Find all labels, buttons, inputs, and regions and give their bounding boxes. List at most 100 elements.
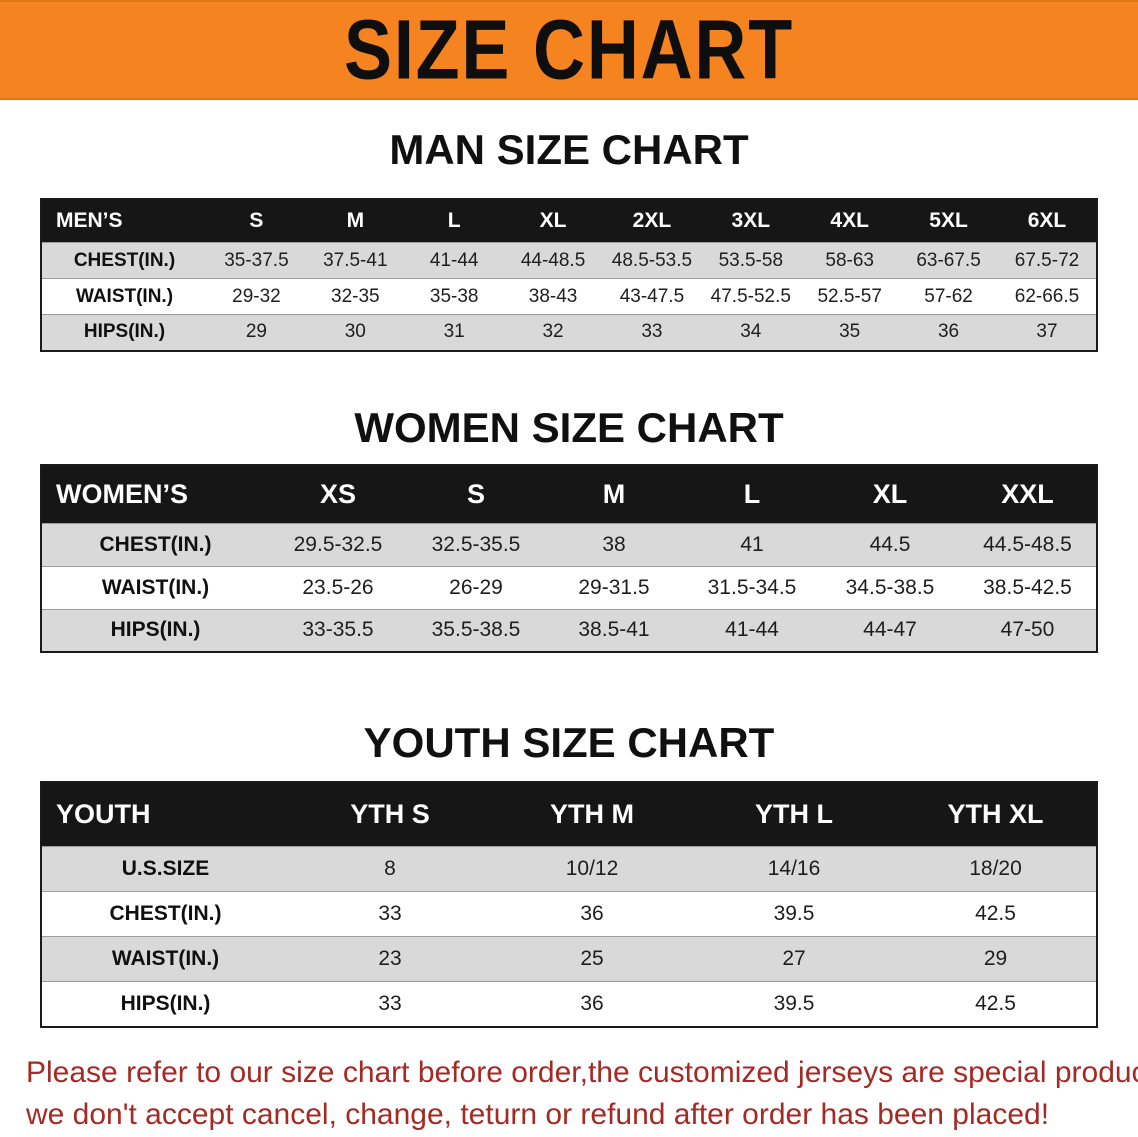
row-label-cell: HIPS(IN.) [83, 321, 166, 343]
row-label-cell: CHEST(IN.) [73, 249, 176, 271]
size-header-cell: M [305, 199, 405, 243]
value-cell: 63-67.5 [916, 249, 981, 271]
size-header-cell: M [545, 464, 683, 523]
value-cell: 33-35.5 [302, 618, 374, 642]
value-cell: 35-38 [429, 285, 479, 307]
value-cell: 43-47.5 [619, 285, 685, 307]
row-label-cell: CHEST(IN.) [109, 902, 222, 925]
value-cell: 36 [937, 321, 960, 343]
value-cell: 44-48.5 [520, 249, 586, 271]
table-row: CHEST(IN.) 33 36 39.5 42.5 [41, 891, 1097, 937]
value-cell: 27 [782, 947, 806, 970]
value-cell: 10/12 [565, 857, 619, 880]
size-header-cell: S [407, 464, 545, 523]
value-cell: 53.5-58 [718, 249, 784, 271]
value-cell: 33 [378, 991, 402, 1015]
value-cell: 36 [580, 902, 604, 925]
value-cell: 30 [344, 321, 366, 343]
value-cell: 33 [641, 321, 663, 343]
value-cell: 44.5-48.5 [983, 532, 1072, 556]
table-row: HIPS(IN.) 33 36 39.5 42.5 [41, 981, 1097, 1027]
youth-size-table: YOUTH YTH S YTH M YTH L YTH XL U.S.SIZE 8 10/12… [40, 781, 1098, 1028]
banner: SIZE CHART [0, 0, 1138, 100]
size-header-cell: L [683, 464, 821, 523]
table-row: WAIST(IN.) 23 25 27 29 [41, 936, 1097, 982]
size-header-cell: XS [269, 464, 407, 523]
value-cell: 35.5-38.5 [431, 618, 521, 642]
value-cell: 42.5 [975, 991, 1016, 1015]
table-title-cell: YOUTH [41, 782, 289, 847]
value-cell: 41 [740, 532, 764, 556]
value-cell: 34.5-38.5 [845, 575, 935, 599]
size-header-cell: YTH S [289, 782, 491, 847]
value-cell: 31 [443, 321, 465, 343]
value-cell: 62-66.5 [1014, 285, 1080, 307]
women-size-table: WOMEN’S XS S M L XL XXL CHEST(IN.) 29.5-32.5 32.5… [40, 463, 1098, 653]
value-cell: 23 [378, 947, 402, 970]
value-cell: 47.5-52.5 [710, 285, 791, 307]
size-header-cell: YTH L [693, 782, 895, 847]
size-header-cell: 5XL [899, 199, 998, 243]
youth-section: YOUTH SIZE CHART YOUTH YTH S YTH M YTH L YTH… [0, 719, 1138, 1028]
size-header-cell: XL [503, 199, 603, 243]
size-header-cell: S [207, 199, 306, 243]
value-cell: 41-44 [725, 618, 779, 642]
table-header-row: YOUTH YTH S YTH M YTH L YTH XL [41, 782, 1097, 847]
value-cell: 38-43 [528, 285, 578, 307]
value-cell: 29.5-32.5 [293, 532, 383, 556]
table-row: CHEST(IN.) 35-37.5 37.5-41 41-44 44-48.5 48.5… [41, 242, 1097, 279]
value-cell: 35 [839, 321, 861, 343]
value-cell: 41-44 [429, 249, 479, 271]
men-section-heading: MAN SIZE CHART [389, 126, 749, 173]
table-row: HIPS(IN.) 33-35.5 35.5-38.5 38.5-41 41-44 44-… [41, 609, 1097, 652]
size-header-cell: YTH M [491, 782, 693, 847]
disclaimer-line-2: we don't accept cancel, change, teturn o… [26, 1098, 1050, 1132]
value-cell: 29 [983, 947, 1008, 970]
value-cell: 47-50 [1000, 618, 1055, 642]
value-cell: 38.5-42.5 [983, 575, 1072, 599]
women-section-heading: WOMEN SIZE CHART [354, 403, 784, 451]
value-cell: 18/20 [969, 857, 1022, 880]
value-cell: 35-37.5 [224, 249, 289, 271]
page-title: SIZE CHART [344, 2, 794, 97]
size-header-cell: 6XL [998, 199, 1097, 243]
value-cell: 29-31.5 [578, 575, 650, 599]
table-row: WAIST(IN.) 29-32 32-35 35-38 38-43 43-47.5 47.… [41, 278, 1097, 315]
value-cell: 42.5 [975, 902, 1016, 925]
value-cell: 36 [580, 991, 604, 1015]
value-cell: 34 [740, 321, 762, 343]
women-section: WOMEN SIZE CHART WOMEN’S XS S M L XL XXL CHEST(… [0, 403, 1138, 653]
value-cell: 44-47 [863, 618, 917, 642]
value-cell: 39.5 [773, 902, 815, 925]
table-header-row: MEN’S S M L XL 2XL 3XL 4XL 5XL 6XL [41, 199, 1097, 243]
value-cell: 57-62 [924, 285, 973, 307]
value-cell: 67.5-72 [1014, 249, 1080, 271]
table-title-cell: WOMEN’S [41, 464, 269, 523]
size-header-cell: XL [821, 464, 959, 523]
youth-section-heading: YOUTH SIZE CHART [363, 719, 775, 766]
value-cell: 26-29 [449, 575, 503, 599]
table-header-row: WOMEN’S XS S M L XL XXL [41, 464, 1097, 523]
value-cell: 32.5-35.5 [431, 532, 521, 556]
value-cell: 32 [542, 321, 564, 343]
table-row: U.S.SIZE 8 10/12 14/16 18/20 [41, 846, 1097, 892]
size-header-cell: 2XL [602, 199, 702, 243]
value-cell: 44.5 [869, 532, 911, 556]
size-header-cell: 4XL [800, 199, 900, 243]
men-section: MAN SIZE CHART MEN’S S M L XL 2XL 3XL 4XL 5XL 6XL… [0, 126, 1138, 352]
men-size-table: MEN’S S M L XL 2XL 3XL 4XL 5XL 6XL CHEST(IN.) 35-37… [40, 198, 1098, 352]
value-cell: 29-32 [232, 285, 281, 307]
size-header-cell: 3XL [701, 199, 801, 243]
value-cell: 39.5 [773, 991, 815, 1015]
disclaimer-line-1: Please refer to our size chart before or… [26, 1055, 1138, 1089]
row-label-cell: U.S.SIZE [121, 857, 210, 880]
value-cell: 29 [245, 321, 267, 343]
value-cell: 14/16 [767, 857, 821, 880]
value-cell: 37.5-41 [323, 249, 388, 271]
value-cell: 37 [1036, 321, 1058, 343]
row-label-cell: CHEST(IN.) [99, 532, 212, 556]
row-label-cell: WAIST(IN.) [111, 947, 220, 970]
size-header-cell: YTH XL [895, 782, 1097, 847]
value-cell: 31.5-34.5 [707, 575, 797, 599]
row-label-cell: WAIST(IN.) [101, 575, 210, 599]
